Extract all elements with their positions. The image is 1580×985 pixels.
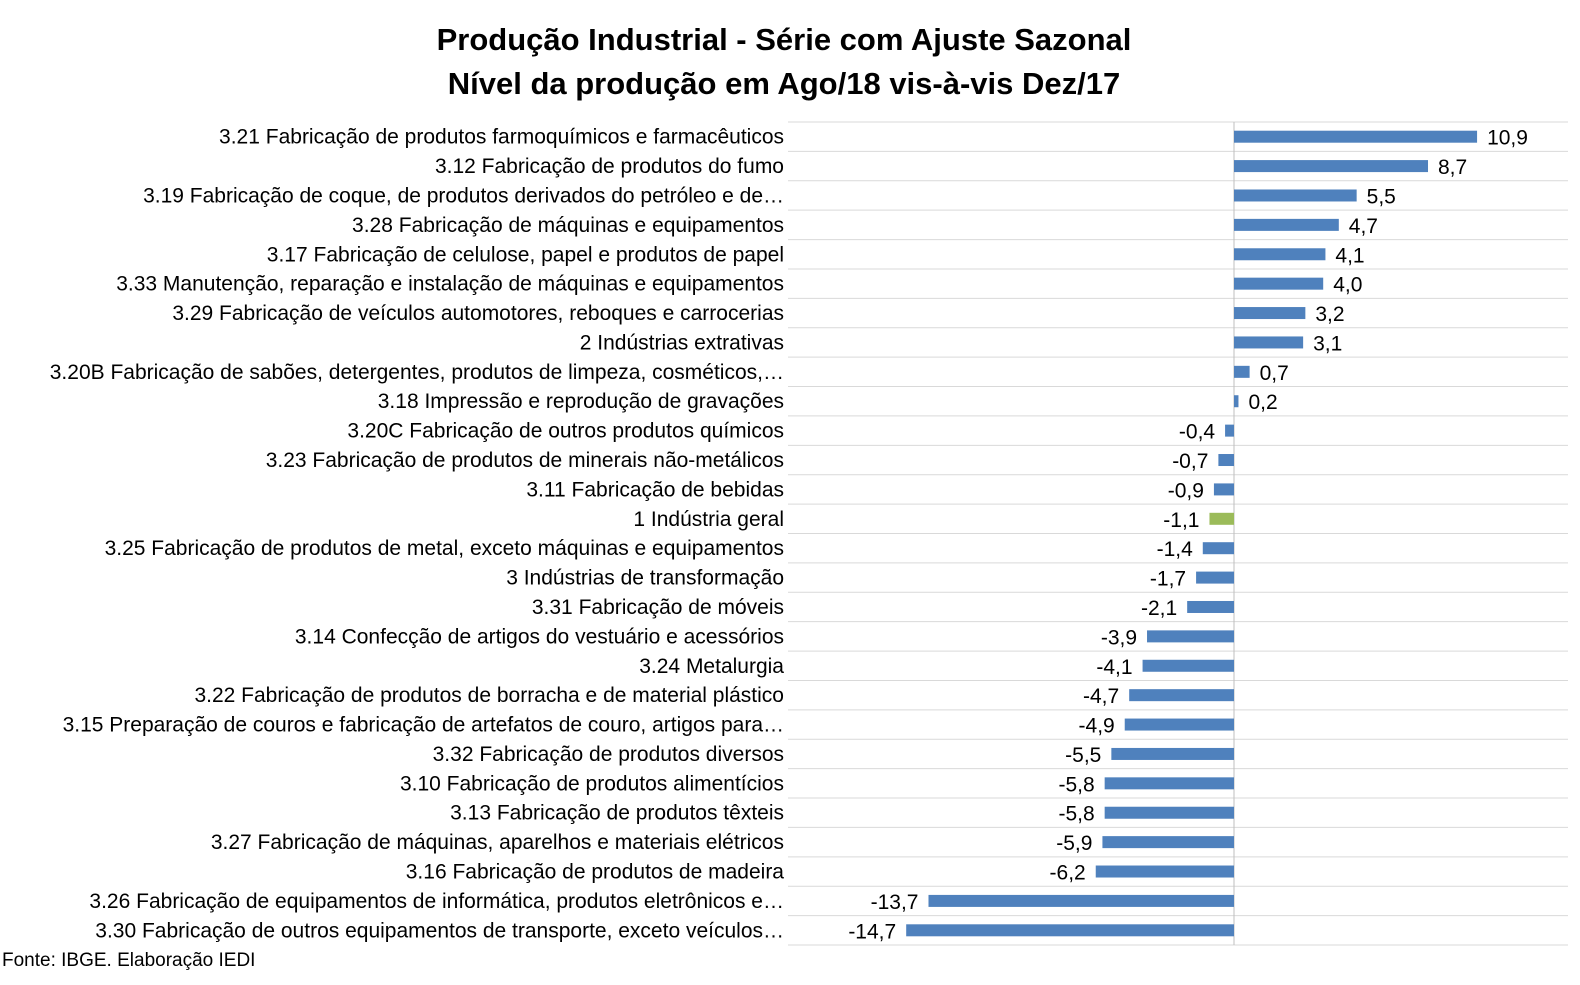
data-label: -3,9 xyxy=(1101,626,1137,649)
bar xyxy=(906,924,1234,937)
data-label: 4,0 xyxy=(1333,274,1362,297)
bar xyxy=(1234,336,1304,349)
bar xyxy=(1234,395,1239,408)
data-label: 3,2 xyxy=(1315,303,1344,326)
data-label: 4,1 xyxy=(1335,244,1364,267)
category-label: 3.30 Fabricação de outros equipamentos d… xyxy=(95,919,784,942)
bar xyxy=(1142,659,1234,672)
category-label: 3.11 Fabricação de bebidas xyxy=(526,478,784,501)
category-label: 3.32 Fabricação de produtos diversos xyxy=(433,743,784,766)
bar xyxy=(1234,277,1324,290)
category-label: 3.25 Fabricação de produtos de metal, ex… xyxy=(105,537,784,560)
data-label: 0,7 xyxy=(1260,362,1289,385)
bar xyxy=(1111,747,1234,760)
bar xyxy=(1234,218,1339,231)
bar xyxy=(1234,307,1306,320)
data-label: 8,7 xyxy=(1438,156,1467,179)
data-label: -5,8 xyxy=(1058,773,1094,796)
bar xyxy=(1234,160,1429,173)
category-label: 3.28 Fabricação de máquinas e equipament… xyxy=(352,214,784,237)
bar xyxy=(1104,806,1234,819)
category-label: 3.13 Fabricação de produtos têxteis xyxy=(450,802,784,825)
chart-subtitle: Nível da produção em Ago/18 vis-à-vis De… xyxy=(447,66,1121,101)
category-label: 3.18 Impressão e reprodução de gravações xyxy=(378,390,784,413)
category-label: 3.26 Fabricação de equipamentos de infor… xyxy=(89,890,784,913)
data-label: 5,5 xyxy=(1367,185,1396,208)
bar-chart: 3.21 Fabricação de produtos farmoquímico… xyxy=(50,121,1568,946)
bar xyxy=(1234,365,1250,378)
category-label: 3.24 Metalurgia xyxy=(639,655,784,678)
category-label: 3.20C Fabricação de outros produtos quím… xyxy=(347,420,784,443)
data-label: -5,8 xyxy=(1058,803,1094,826)
category-label: 3.16 Fabricação de produtos de madeira xyxy=(406,861,785,884)
bar xyxy=(1234,248,1326,261)
bar xyxy=(1095,865,1234,878)
category-label: 3.12 Fabricação de produtos do fumo xyxy=(435,155,784,178)
category-label: 3.31 Fabricação de móveis xyxy=(532,596,784,619)
bar xyxy=(1202,542,1234,555)
category-label: 3.29 Fabricação de veículos automotores,… xyxy=(172,302,784,325)
bar xyxy=(1225,424,1234,437)
data-label: -4,7 xyxy=(1083,685,1119,708)
bar xyxy=(1213,483,1234,496)
category-label: 3.10 Fabricação de produtos alimentícios xyxy=(400,772,784,795)
category-label: 2 Indústrias extrativas xyxy=(580,331,784,354)
data-label: -1,4 xyxy=(1157,538,1194,561)
bar xyxy=(1147,630,1234,643)
data-label: -1,7 xyxy=(1150,568,1186,591)
bar xyxy=(928,894,1234,907)
data-label: 10,9 xyxy=(1487,127,1528,150)
category-label: 3.15 Preparação de couros e fabricação d… xyxy=(63,714,784,737)
category-label: 3.20B Fabricação de sabões, detergentes,… xyxy=(50,361,784,384)
bar xyxy=(1234,130,1478,143)
chart-title: Produção Industrial - Série com Ajuste S… xyxy=(436,22,1132,57)
data-label: -1,1 xyxy=(1163,509,1199,532)
data-label: -0,9 xyxy=(1168,479,1204,502)
data-label: -5,9 xyxy=(1056,832,1092,855)
category-label: 3.21 Fabricação de produtos farmoquímico… xyxy=(219,126,784,149)
bar xyxy=(1218,454,1234,467)
bar xyxy=(1102,836,1234,849)
category-label: 3.33 Manutenção, reparação e instalação … xyxy=(116,273,784,296)
bar xyxy=(1234,189,1357,202)
data-label: -13,7 xyxy=(871,891,919,914)
bar xyxy=(1209,512,1234,525)
category-label: 3.27 Fabricação de máquinas, aparelhos e… xyxy=(211,831,784,854)
bar xyxy=(1104,777,1234,790)
data-label: -6,2 xyxy=(1050,862,1086,885)
category-label: 3.22 Fabricação de produtos de borracha … xyxy=(194,684,784,707)
bar xyxy=(1129,689,1234,702)
bar xyxy=(1196,571,1234,584)
bar xyxy=(1187,600,1234,613)
data-label: 3,1 xyxy=(1313,332,1342,355)
data-label: -2,1 xyxy=(1141,597,1177,620)
category-label: 1 Indústria geral xyxy=(633,508,784,531)
category-label: 3.19 Fabricação de coque, de produtos de… xyxy=(143,184,784,207)
category-label: 3.17 Fabricação de celulose, papel e pro… xyxy=(267,243,784,266)
data-label: -14,7 xyxy=(848,920,896,943)
data-label: 4,7 xyxy=(1349,215,1378,238)
data-label: -4,1 xyxy=(1096,656,1132,679)
category-label: 3.23 Fabricação de produtos de minerais … xyxy=(266,449,784,472)
source-note: Fonte: IBGE. Elaboração IEDI xyxy=(2,950,256,971)
bar xyxy=(1124,718,1234,731)
data-label: -4,9 xyxy=(1079,715,1115,738)
category-label: 3 Indústrias de transformação xyxy=(506,567,784,590)
data-label: -0,4 xyxy=(1179,421,1216,444)
data-label: -0,7 xyxy=(1172,450,1208,473)
data-label: 0,2 xyxy=(1248,391,1277,414)
category-label: 3.14 Confecção de artigos do vestuário e… xyxy=(295,625,784,648)
data-label: -5,5 xyxy=(1065,744,1101,767)
